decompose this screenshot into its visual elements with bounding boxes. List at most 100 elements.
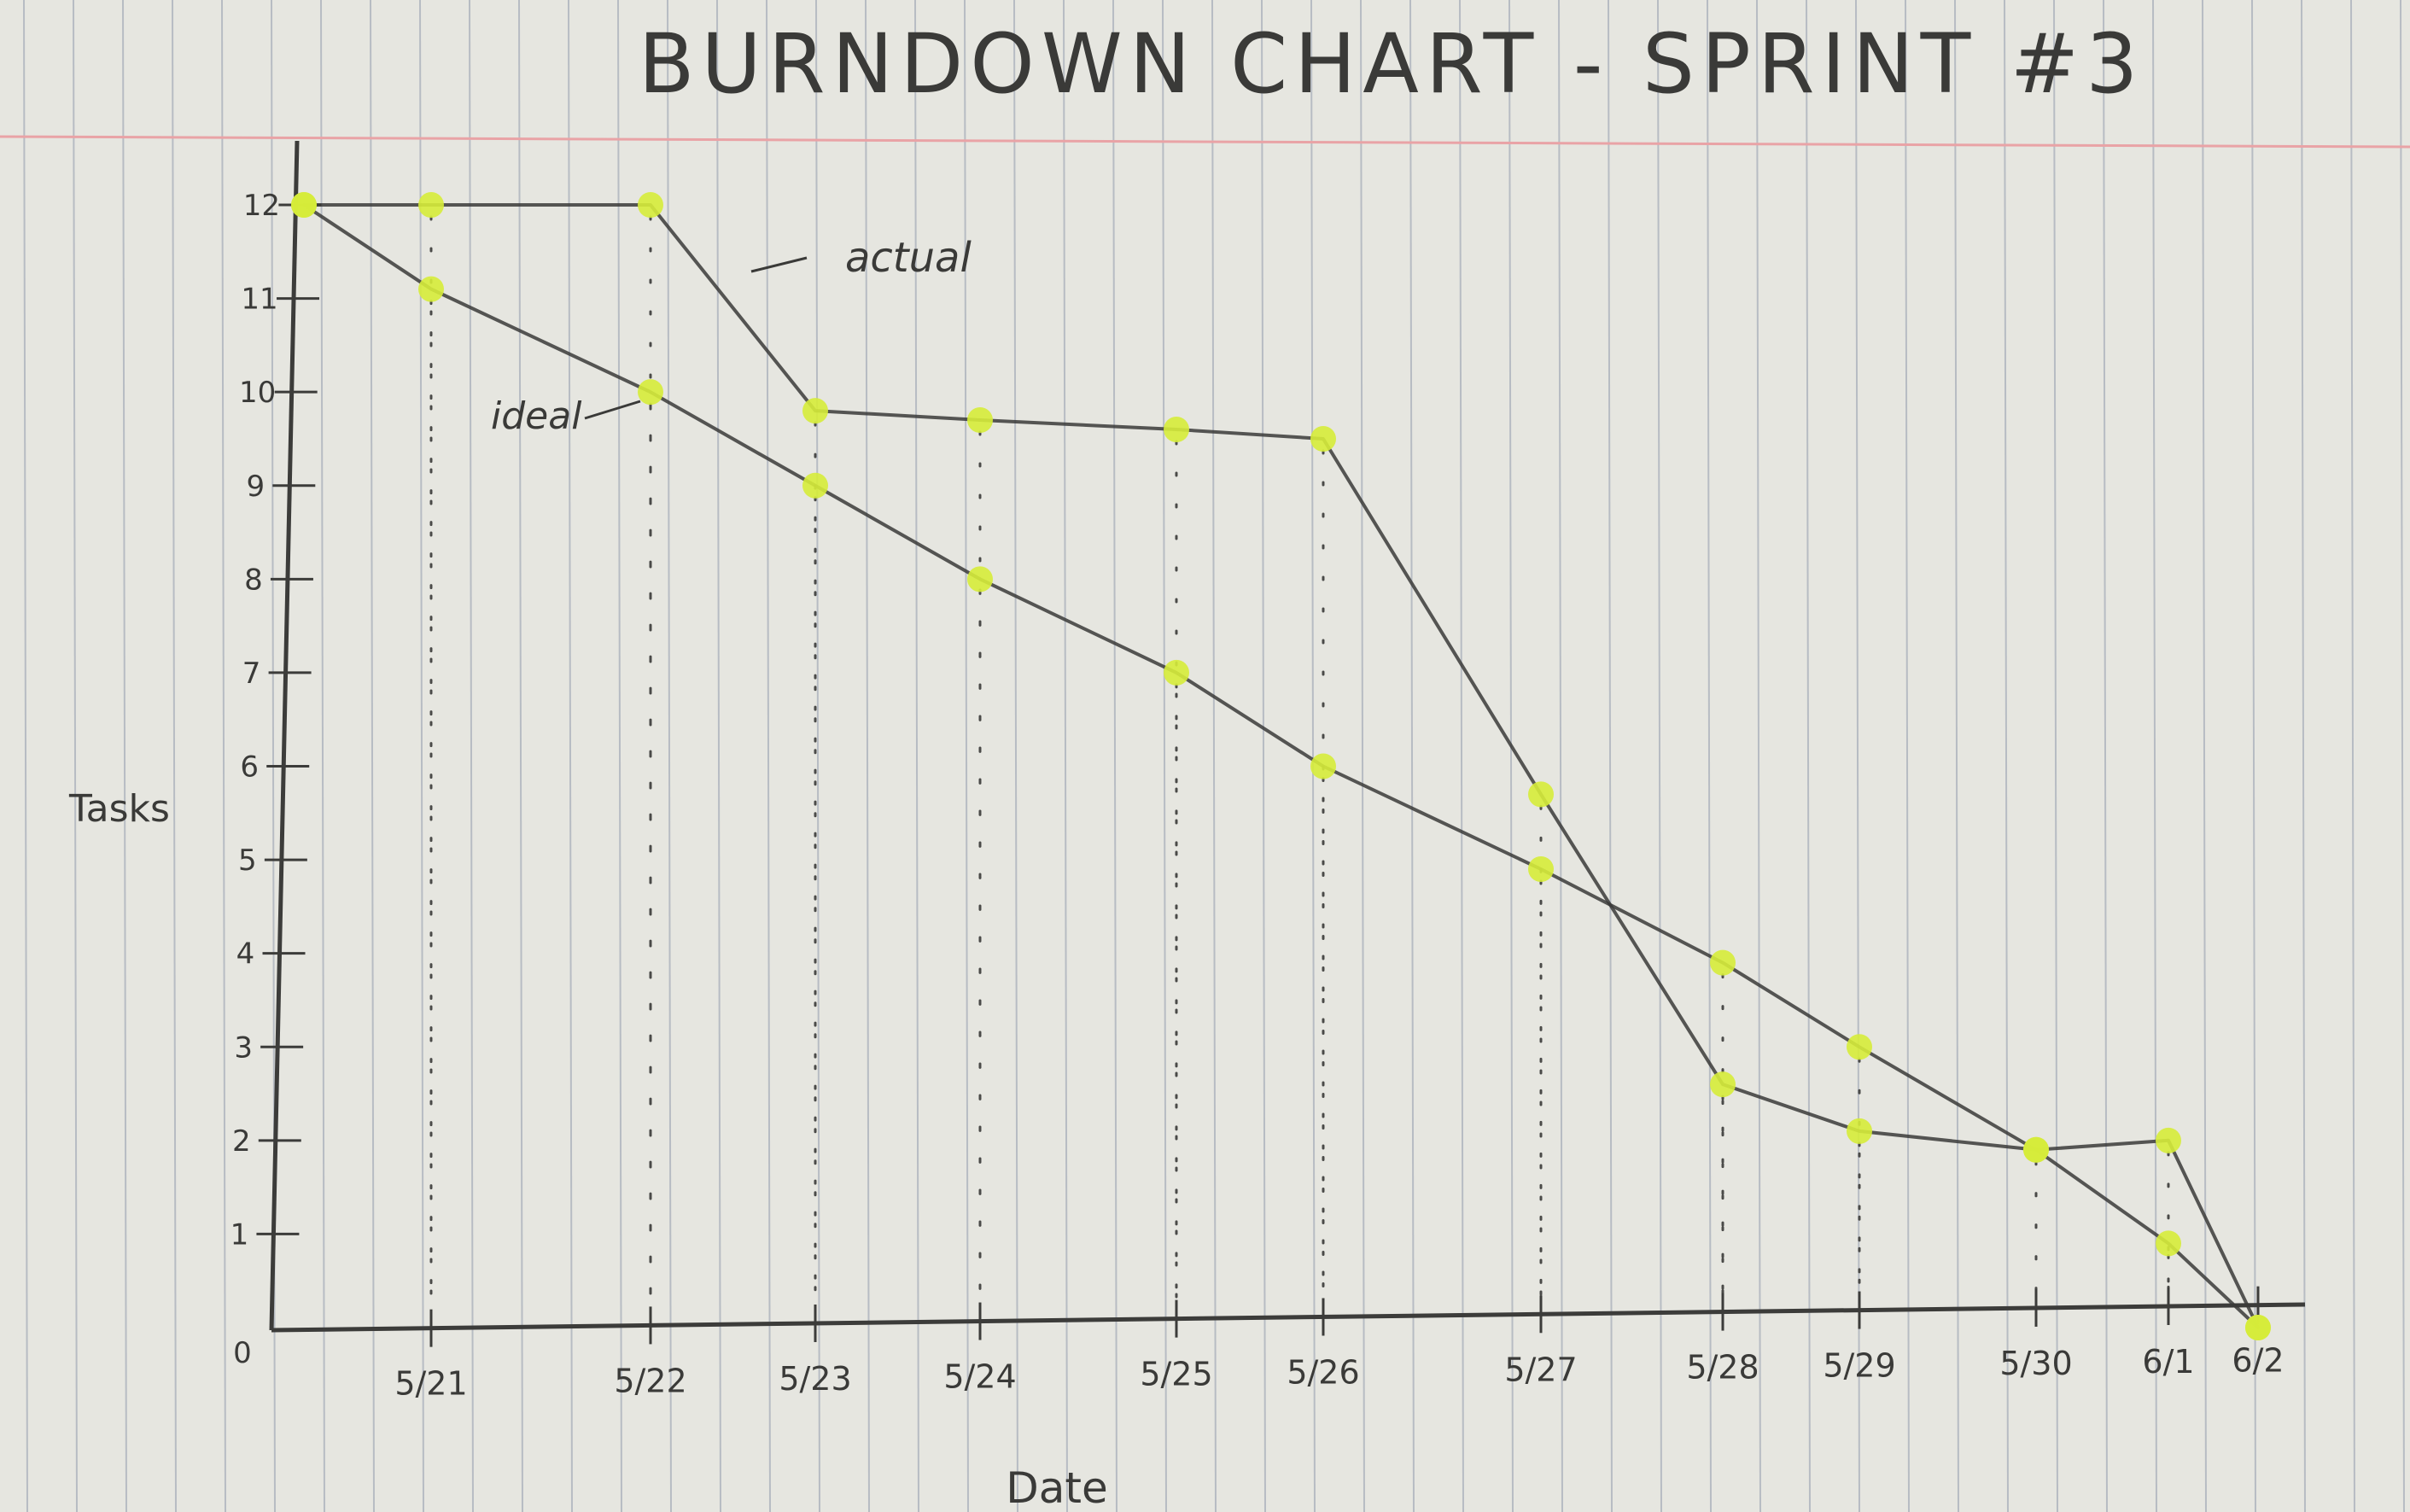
y-tick-label: 4 [236, 937, 255, 972]
chart-title: BURNDOWN CHART - SPRINT #3 [639, 16, 2145, 112]
ruled-line [1508, 0, 1514, 1512]
ruled-line [1707, 0, 1712, 1512]
data-point-ideal [418, 276, 444, 302]
x-tick-label: 5/30 [1999, 1345, 2072, 1382]
data-point-ideal [1528, 856, 1554, 883]
ruled-line [914, 0, 919, 1512]
data-point-ideal [967, 566, 993, 593]
date-guides [429, 215, 2170, 1323]
y-tick-label: 6 [240, 750, 259, 785]
ruled-line [1459, 0, 1464, 1512]
data-point-ideal [1310, 753, 1336, 779]
ruled-line [370, 0, 375, 1512]
ruled-line [1905, 0, 1910, 1512]
series-label-actual: actual [845, 234, 972, 282]
ruled-line [1112, 0, 1117, 1512]
ruled-line [568, 0, 573, 1512]
y-tick-label: 10 [239, 376, 276, 410]
data-point-actual [418, 192, 444, 218]
ruled-line [1063, 0, 1068, 1512]
origin-label: 0 [233, 1336, 252, 1370]
annotation-ideal: ideal [491, 394, 641, 438]
ruled-line [617, 0, 622, 1512]
data-point-ideal [1164, 659, 1189, 686]
data-point-actual [638, 192, 663, 218]
ruled-line [221, 0, 226, 1512]
ruled-lines [23, 0, 2405, 1512]
data-point-actual [1310, 425, 1336, 452]
ruled-line [2400, 0, 2405, 1512]
margin-line [0, 135, 2410, 149]
data-point-ideal [802, 472, 828, 499]
annotation-actual-pointer [750, 256, 808, 273]
y-axis [269, 140, 300, 1331]
ruled-line [320, 0, 325, 1512]
data-point-actual [1528, 781, 1554, 808]
series-label-ideal: ideal [491, 394, 582, 438]
data-point-actual [1847, 1118, 1872, 1144]
data-point-actual [802, 398, 828, 424]
ruled-line [73, 0, 78, 1512]
ruled-line [2103, 0, 2108, 1512]
data-point-actual [1164, 417, 1189, 442]
ruled-line [1756, 0, 1761, 1512]
data-point-ideal [1847, 1034, 1872, 1060]
y-axis-label: Tasks [68, 787, 170, 831]
annotation-actual: actual [750, 234, 972, 282]
x-tick-label: 5/25 [1140, 1356, 1212, 1393]
ruled-line [1360, 0, 1365, 1512]
y-tick-label: 3 [234, 1030, 253, 1065]
ruled-line [2152, 0, 2157, 1512]
data-point-actual [1710, 1071, 1736, 1098]
x-tick-label: 5/23 [779, 1360, 851, 1398]
ruled-line [1409, 0, 1415, 1512]
ruled-line [1657, 0, 1662, 1512]
ruled-line [865, 0, 870, 1512]
data-point-ideal [2245, 1315, 2271, 1340]
x-axis-label: Date [1006, 1463, 1108, 1512]
y-tick-label: 5 [238, 844, 257, 878]
y-tick-label: 1 [230, 1217, 249, 1252]
ruled-line [2251, 0, 2256, 1512]
ruled-line [518, 0, 523, 1512]
y-tick-label: 2 [232, 1124, 251, 1159]
y-tick-label: 8 [244, 563, 263, 597]
ruled-line [2301, 0, 2306, 1512]
y-tick-label: 12 [243, 189, 280, 223]
ruled-line [1608, 0, 1613, 1512]
x-axis [271, 1302, 2306, 1333]
data-point-ideal [638, 379, 663, 406]
data-point-actual [967, 407, 993, 434]
ruled-line [23, 0, 28, 1512]
x-tick-label: 5/28 [1686, 1349, 1759, 1386]
ruled-line [419, 0, 424, 1512]
data-point-ideal [1710, 949, 1736, 976]
ruled-line [1310, 0, 1316, 1512]
y-tick-label: 7 [242, 657, 261, 691]
annotation-ideal-pointer [584, 400, 641, 420]
ruled-line [1954, 0, 1959, 1512]
x-tick-label: 6/1 [2142, 1343, 2194, 1381]
x-tick-label: 5/21 [394, 1365, 467, 1403]
data-point-actual [2156, 1127, 2181, 1153]
ruled-line [1806, 0, 1811, 1512]
ruled-line [667, 0, 672, 1512]
x-tick-label: 5/27 [1504, 1351, 1577, 1388]
y-tick-label: 11 [241, 283, 277, 317]
ruled-line [1013, 0, 1018, 1512]
x-axis-ticks: 5/21 5/22 5/23 5/24 5/25 5/26 5/27 5/28 5/29 5/30… [394, 1286, 2285, 1403]
x-tick-label: 5/24 [943, 1358, 1016, 1396]
ruled-line [815, 0, 820, 1512]
ruled-line [122, 0, 127, 1512]
ruled-line [2053, 0, 2058, 1512]
data-point-ideal [2156, 1230, 2181, 1257]
y-tick-label: 9 [246, 470, 265, 504]
data-point-ideal [291, 192, 317, 218]
ruled-line [964, 0, 969, 1512]
ruled-line [2350, 0, 2355, 1512]
ruled-line [1261, 0, 1266, 1512]
ruled-line [1855, 0, 1860, 1512]
